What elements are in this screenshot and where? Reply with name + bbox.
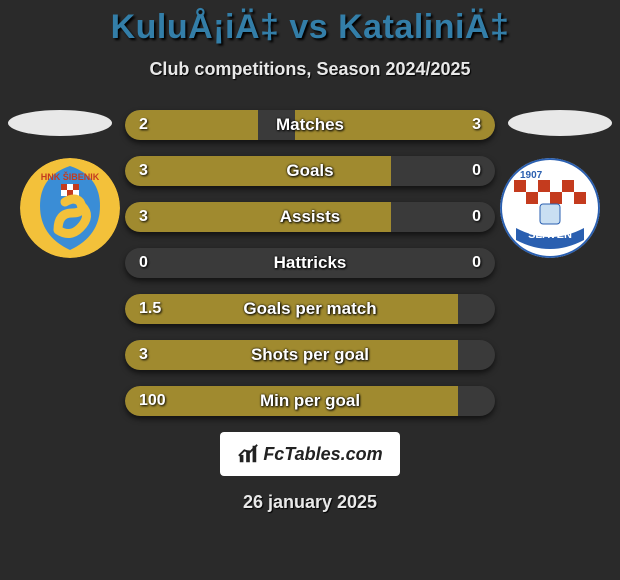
site-logo-text: FcTables.com (263, 444, 382, 465)
stat-row: 30Assists (125, 202, 495, 232)
stats-bars: 23Matches30Goals30Assists00Hattricks1.5G… (125, 110, 495, 416)
stat-row: 1.5Goals per match (125, 294, 495, 324)
site-logo[interactable]: FcTables.com (220, 432, 400, 476)
stat-bar-left (125, 386, 458, 416)
stat-value-left: 1.5 (139, 294, 161, 324)
club-badge-left: HNK ŠIBENIK (20, 158, 120, 258)
stat-value-left: 3 (139, 156, 148, 186)
stat-value-right: 0 (472, 248, 481, 278)
svg-text:SLAVEN: SLAVEN (528, 229, 572, 241)
left-ellipse (8, 110, 112, 136)
stat-value-left: 2 (139, 110, 148, 140)
stat-value-left: 3 (139, 340, 148, 370)
page-title: KuluÅ¡iÄ‡ vs KataliniÄ‡ (0, 0, 620, 47)
stat-value-left: 0 (139, 248, 148, 278)
stat-row: 3Shots per goal (125, 340, 495, 370)
stat-row: 100Min per goal (125, 386, 495, 416)
stat-row: 23Matches (125, 110, 495, 140)
club-logo-right-icon: 1907 SLAVEN (500, 158, 600, 258)
club-badge-right: 1907 SLAVEN (500, 158, 600, 258)
stat-value-right: 0 (472, 156, 481, 186)
stat-value-right: 0 (472, 202, 481, 232)
club-logo-left-icon: HNK ŠIBENIK (20, 158, 120, 258)
comparison-area: HNK ŠIBENIK 1907 SLAVEN (0, 110, 620, 416)
right-ellipse (508, 110, 612, 136)
stat-value-left: 100 (139, 386, 166, 416)
stat-bar-left (125, 202, 391, 232)
svg-text:1907: 1907 (520, 170, 543, 181)
svg-text:HNK ŠIBENIK: HNK ŠIBENIK (41, 171, 100, 182)
stat-bar-left (125, 340, 458, 370)
stat-bar-left (125, 294, 458, 324)
stat-value-right: 3 (472, 110, 481, 140)
page-subtitle: Club competitions, Season 2024/2025 (0, 59, 620, 80)
stat-bar-left (125, 156, 391, 186)
stat-value-left: 3 (139, 202, 148, 232)
stat-label: Hattricks (125, 248, 495, 278)
stat-bar-right (295, 110, 495, 140)
chart-icon (237, 443, 259, 465)
stat-row: 0 0Hattricks (125, 248, 495, 278)
stat-row: 30Goals (125, 156, 495, 186)
snapshot-date: 26 january 2025 (0, 492, 620, 513)
